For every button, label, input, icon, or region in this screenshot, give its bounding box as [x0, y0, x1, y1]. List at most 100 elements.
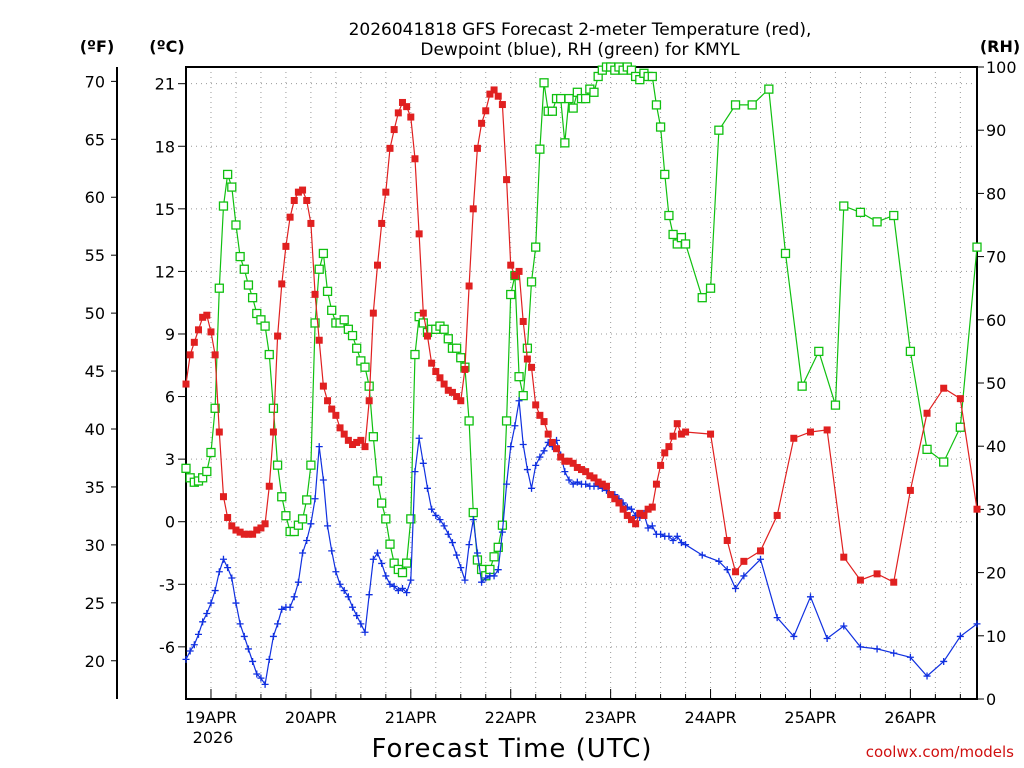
temperature-point — [236, 528, 244, 536]
temperature-point — [240, 530, 248, 538]
dewpoint-point — [473, 549, 481, 557]
time-tick-label: 21APR — [385, 708, 437, 727]
dewpoint-point — [648, 522, 656, 530]
dewpoint-point — [523, 466, 531, 474]
rh-point — [730, 100, 741, 110]
temperature-point — [673, 420, 681, 428]
rh-point — [514, 372, 524, 382]
temperature-point — [324, 397, 332, 405]
temperature-point — [249, 530, 257, 538]
dewpoint-point — [365, 591, 373, 599]
dewpoint-point — [415, 434, 423, 442]
temperature-point — [286, 213, 294, 221]
time-tick-label: 24APR — [685, 708, 737, 727]
temperature-point — [332, 411, 340, 419]
dewpoint-point — [673, 532, 681, 540]
rh-point — [231, 220, 241, 230]
temperature-point — [873, 570, 881, 578]
time-tick-label: 26APR — [884, 708, 936, 727]
temperature-point — [190, 338, 198, 346]
temperature-point — [299, 186, 307, 194]
temperature-point — [523, 355, 531, 363]
rh-point — [385, 539, 395, 549]
rh-point — [310, 318, 320, 328]
temperature-point — [253, 526, 261, 534]
temperature-point — [294, 188, 302, 196]
dewpoint-point — [461, 576, 469, 584]
celsius-tick-label: 6 — [165, 388, 175, 407]
dewpoint-point — [236, 620, 244, 628]
dewpoint-point — [315, 443, 323, 451]
rh-point — [222, 169, 233, 180]
chart-title-line1: 2026041818 GFS Forecast 2-meter Temperat… — [349, 20, 812, 40]
temperature-point — [457, 397, 465, 405]
rh-point — [839, 201, 849, 211]
dewpoint-point — [840, 622, 848, 630]
rh-point — [535, 144, 545, 154]
temperature-point — [632, 520, 640, 528]
temperature-point — [336, 424, 344, 432]
rh-point — [360, 362, 370, 372]
dewpoint-point — [398, 584, 406, 592]
dewpoint-point — [490, 572, 498, 580]
dewpoint-point — [190, 641, 198, 649]
rh-point — [468, 507, 478, 518]
dewpoint-point — [940, 657, 948, 665]
rh-point — [526, 277, 537, 287]
rh-point — [714, 125, 724, 135]
temperature-point — [540, 418, 548, 426]
temperature-point — [536, 411, 544, 419]
dewpoint-point — [806, 593, 814, 601]
temperature-point — [507, 261, 515, 269]
dewpoint-point — [336, 580, 344, 588]
rh-point — [764, 84, 774, 94]
dewpoint-point — [511, 422, 519, 430]
temperature-point — [740, 557, 748, 565]
rh-point — [814, 346, 824, 357]
rh-point — [318, 248, 329, 259]
dewpoint-point — [344, 593, 352, 601]
celsius-tick-label: 3 — [165, 450, 175, 469]
rh-point — [218, 201, 229, 211]
dewpoint-point — [261, 680, 269, 688]
rh-point — [451, 343, 462, 353]
rh-point — [564, 93, 574, 104]
temperature-point — [357, 436, 365, 444]
temperature-point — [532, 401, 540, 409]
temperature-point — [211, 351, 219, 359]
dewpoint-point — [582, 480, 590, 488]
temperature-point — [823, 426, 831, 434]
dewpoint-point — [657, 530, 665, 538]
dewpoint-point — [199, 618, 207, 626]
temperature-point — [644, 505, 652, 513]
rh-tick-label: 40 — [986, 437, 1006, 456]
dewpoint-point — [757, 555, 765, 563]
dewpoint-point — [353, 612, 361, 620]
temperature-point — [307, 219, 315, 227]
dewpoint-point — [390, 582, 398, 590]
rh-point — [668, 229, 678, 240]
rh-point — [297, 514, 308, 524]
fahrenheit-axis: 70 65 60 55 50 45 40 35 30 25 20 — [85, 72, 117, 671]
dewpoint-point — [715, 557, 723, 565]
rh-point — [372, 476, 383, 486]
temperature-point — [444, 386, 452, 394]
dewpoint-point — [528, 484, 536, 492]
temperature-point — [261, 520, 269, 528]
temperature-point — [598, 480, 606, 488]
temperature-point — [494, 92, 502, 100]
temperature-point — [790, 434, 798, 442]
dewpoint-point — [890, 649, 898, 657]
temperature-point — [257, 524, 265, 532]
fahrenheit-tick-label: 60 — [85, 188, 105, 207]
dewpoint-point — [573, 478, 581, 486]
dewpoint-series — [182, 397, 981, 688]
dewpoint-point — [386, 580, 394, 588]
temperature-point — [528, 363, 536, 371]
rh-point — [581, 93, 591, 104]
rh-point — [922, 444, 932, 455]
temperature-point — [378, 219, 386, 227]
dewpoint-point — [328, 547, 336, 555]
dewpoint-point — [723, 566, 731, 574]
dewpoint-point — [665, 532, 673, 540]
